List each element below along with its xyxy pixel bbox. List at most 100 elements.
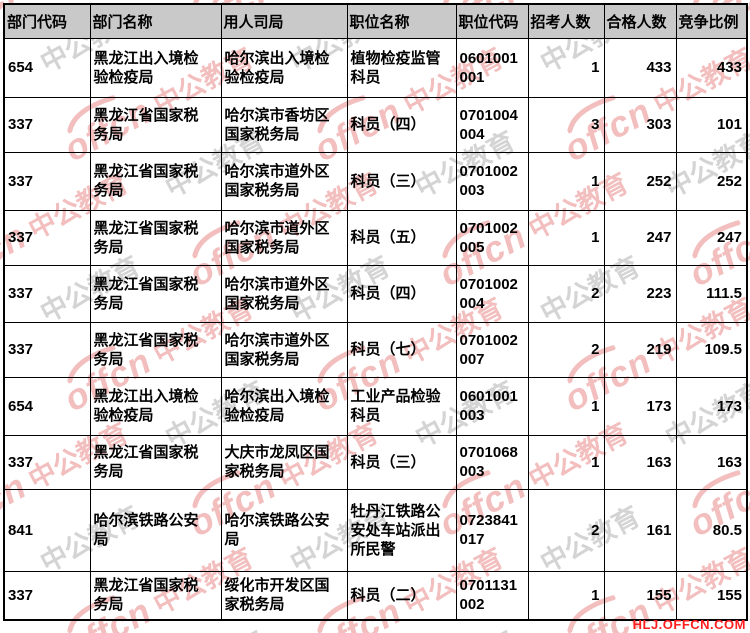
cell-qualified: 155 [603, 570, 677, 621]
cell-position_code: 0601001 001 [455, 37, 529, 98]
cell-position_code: 0701002 003 [455, 151, 529, 211]
cell-dept_name: 黑龙江省国家税 务局 [89, 96, 222, 153]
cell-dept_code: 337 [3, 209, 91, 266]
cell-ratio: 101 [675, 96, 748, 153]
cell-qualified: 303 [603, 96, 677, 153]
cell-ratio: 155 [675, 570, 748, 621]
cell-bureau: 哈尔滨市道外区 国家税务局 [220, 321, 348, 378]
cell-bureau: 哈尔滨铁路公安 局 [220, 488, 348, 572]
cell-position_code: 0701068 003 [455, 434, 529, 490]
cell-recruit: 2 [527, 264, 605, 323]
column-header-dept_name: 部门名称 [89, 3, 222, 39]
cell-position: 工业产品检验 科员 [346, 376, 457, 436]
cell-bureau: 绥化市开发区国 家税务局 [220, 570, 348, 621]
cell-dept_name: 黑龙江省国家税 务局 [89, 264, 222, 323]
cell-qualified: 161 [603, 488, 677, 572]
cell-position: 科员（五） [346, 209, 457, 266]
cell-dept_name: 黑龙江省国家税 务局 [89, 434, 222, 490]
column-header-recruit: 招考人数 [527, 3, 605, 39]
table-row: 337 黑龙江省国家税 务局 大庆市龙凤区国 家税务局 科员（三） 0701068 00… [3, 434, 748, 490]
cell-ratio: 111.5 [675, 264, 748, 323]
cell-position: 科员（二） [346, 570, 457, 621]
cell-position: 科员（四） [346, 264, 457, 323]
cell-dept_code: 337 [3, 151, 91, 211]
cell-bureau: 哈尔滨市香坊区 国家税务局 [220, 96, 348, 153]
cell-position_code: 0601001 003 [455, 376, 529, 436]
column-header-qualified: 合格人数 [603, 3, 677, 39]
cell-position: 科员（七） [346, 321, 457, 378]
cell-position: 科员（四） [346, 96, 457, 153]
cell-qualified: 223 [603, 264, 677, 323]
cell-recruit: 1 [527, 151, 605, 211]
cell-ratio: 252 [675, 151, 748, 211]
cell-ratio: 80.5 [675, 488, 748, 572]
cell-dept_code: 841 [3, 488, 91, 572]
column-header-dept_code: 部门代码 [3, 3, 91, 39]
cell-ratio: 433 [675, 37, 748, 98]
cell-ratio: 109.5 [675, 321, 748, 378]
column-header-position_code: 职位代码 [455, 3, 529, 39]
cell-recruit: 1 [527, 37, 605, 98]
cell-recruit: 2 [527, 488, 605, 572]
table-row: 654 黑龙江出入境检 验检疫局 哈尔滨出入境检 验检疫局 工业产品检验 科员 0601… [3, 376, 748, 436]
cell-position_code: 0701131 002 [455, 570, 529, 621]
cell-position: 科员（三） [346, 434, 457, 490]
positions-table: 部门代码 部门名称 用人司局 职位名称 职位代码 招考人数 合格人数 竞争比例 654 黑龙江出… [3, 3, 748, 621]
cell-recruit: 1 [527, 434, 605, 490]
cell-recruit: 3 [527, 96, 605, 153]
table-row: 654 黑龙江出入境检 验检疫局 哈尔滨出入境检 验检疫局 植物检疫监管 科员 0601… [3, 37, 748, 98]
cell-qualified: 219 [603, 321, 677, 378]
cell-recruit: 1 [527, 209, 605, 266]
cell-qualified: 433 [603, 37, 677, 98]
cell-dept_code: 654 [3, 376, 91, 436]
cell-dept_name: 黑龙江省国家税 务局 [89, 570, 222, 621]
cell-dept_name: 黑龙江出入境检 验检疫局 [89, 37, 222, 98]
cell-dept_code: 337 [3, 264, 91, 323]
table-row: 337 黑龙江省国家税 务局 哈尔滨市道外区 国家税务局 科员（七） 0701002 0… [3, 321, 748, 378]
cell-bureau: 大庆市龙凤区国 家税务局 [220, 434, 348, 490]
column-header-position: 职位名称 [346, 3, 457, 39]
cell-recruit: 2 [527, 321, 605, 378]
cell-position_code: 0701004 004 [455, 96, 529, 153]
table-row: 337 黑龙江省国家税 务局 哈尔滨市道外区 国家税务局 科员（五） 0701002 0… [3, 209, 748, 266]
cell-position: 植物检疫监管 科员 [346, 37, 457, 98]
cell-position: 科员（三） [346, 151, 457, 211]
watermark-cjk-gray-tile: 中公教育 [157, 620, 271, 633]
cell-bureau: 哈尔滨出入境检 验检疫局 [220, 376, 348, 436]
table-row: 337 黑龙江省国家税 务局 哈尔滨市香坊区 国家税务局 科员（四） 0701004 0… [3, 96, 748, 153]
cell-dept_code: 337 [3, 321, 91, 378]
table-body: 654 黑龙江出入境检 验检疫局 哈尔滨出入境检 验检疫局 植物检疫监管 科员 0601… [3, 37, 748, 621]
cell-bureau: 哈尔滨市道外区 国家税务局 [220, 264, 348, 323]
table-row: 337 黑龙江省国家税 务局 绥化市开发区国 家税务局 科员（二） 0701131 00… [3, 570, 748, 621]
cell-dept_name: 哈尔滨铁路公安 局 [89, 488, 222, 572]
cell-dept_code: 654 [3, 37, 91, 98]
cell-bureau: 哈尔滨市道外区 国家税务局 [220, 209, 348, 266]
cell-bureau: 哈尔滨出入境检 验检疫局 [220, 37, 348, 98]
cell-qualified: 252 [603, 151, 677, 211]
cell-position_code: 0701002 007 [455, 321, 529, 378]
cell-recruit: 1 [527, 570, 605, 621]
table-row: 841 哈尔滨铁路公安 局哈尔滨铁路公安 局牡丹江铁路公 安处车站派出 所民警 07… [3, 488, 748, 572]
cell-qualified: 173 [603, 376, 677, 436]
table-header: 部门代码 部门名称 用人司局 职位名称 职位代码 招考人数 合格人数 竞争比例 [3, 3, 748, 39]
cell-position_code: 0701002 004 [455, 264, 529, 323]
cell-qualified: 163 [603, 434, 677, 490]
header-row: 部门代码 部门名称 用人司局 职位名称 职位代码 招考人数 合格人数 竞争比例 [3, 3, 748, 39]
site-url: HLJ.OFFCN.COM [632, 617, 746, 632]
cell-dept_name: 黑龙江省国家税 务局 [89, 209, 222, 266]
cell-ratio: 173 [675, 376, 748, 436]
cell-dept_name: 黑龙江省国家税 务局 [89, 151, 222, 211]
cell-recruit: 1 [527, 376, 605, 436]
cell-dept_name: 黑龙江省国家税 务局 [89, 321, 222, 378]
cell-dept_code: 337 [3, 96, 91, 153]
cell-position_code: 0723841 017 [455, 488, 529, 572]
cell-position: 牡丹江铁路公 安处车站派出 所民警 [346, 488, 457, 572]
cell-ratio: 163 [675, 434, 748, 490]
watermark-cjk-gray-tile: 中公教育 [407, 620, 521, 633]
cell-bureau: 哈尔滨市道外区 国家税务局 [220, 151, 348, 211]
cell-qualified: 247 [603, 209, 677, 266]
cell-position_code: 0701002 005 [455, 209, 529, 266]
column-header-ratio: 竞争比例 [675, 3, 748, 39]
cell-dept_name: 黑龙江出入境检 验检疫局 [89, 376, 222, 436]
